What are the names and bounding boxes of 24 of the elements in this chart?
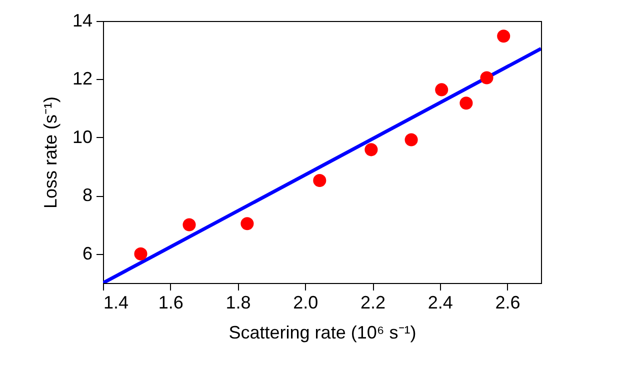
x-tick-label: 1.4 [104, 292, 129, 312]
point [182, 218, 196, 232]
x-tick-label: 2.0 [293, 292, 318, 312]
x-tick-label: 1.8 [226, 292, 251, 312]
y-tick-label: 10 [72, 126, 92, 147]
x-tick-label: 2.2 [360, 292, 386, 312]
point [497, 30, 510, 43]
point [435, 83, 448, 96]
y-tick-label: 8 [82, 185, 92, 206]
point [480, 71, 494, 84]
point [460, 96, 473, 110]
y-tick-label: 12 [72, 68, 92, 89]
y-axis-title: Loss rate (s⁻¹) [40, 96, 60, 209]
x-axis-title: Scattering rate (10⁶ s⁻¹) [228, 322, 416, 342]
point [364, 143, 378, 156]
y-tick-label: 6 [82, 243, 92, 264]
point [404, 133, 418, 146]
x-tick-label: 1.6 [158, 292, 184, 312]
x-tick-label: 2.4 [428, 292, 453, 312]
point [240, 217, 254, 230]
y-tick-label: 14 [72, 10, 92, 30]
point [134, 247, 148, 260]
point [313, 174, 326, 188]
x-tick-label: 2.6 [495, 292, 520, 312]
